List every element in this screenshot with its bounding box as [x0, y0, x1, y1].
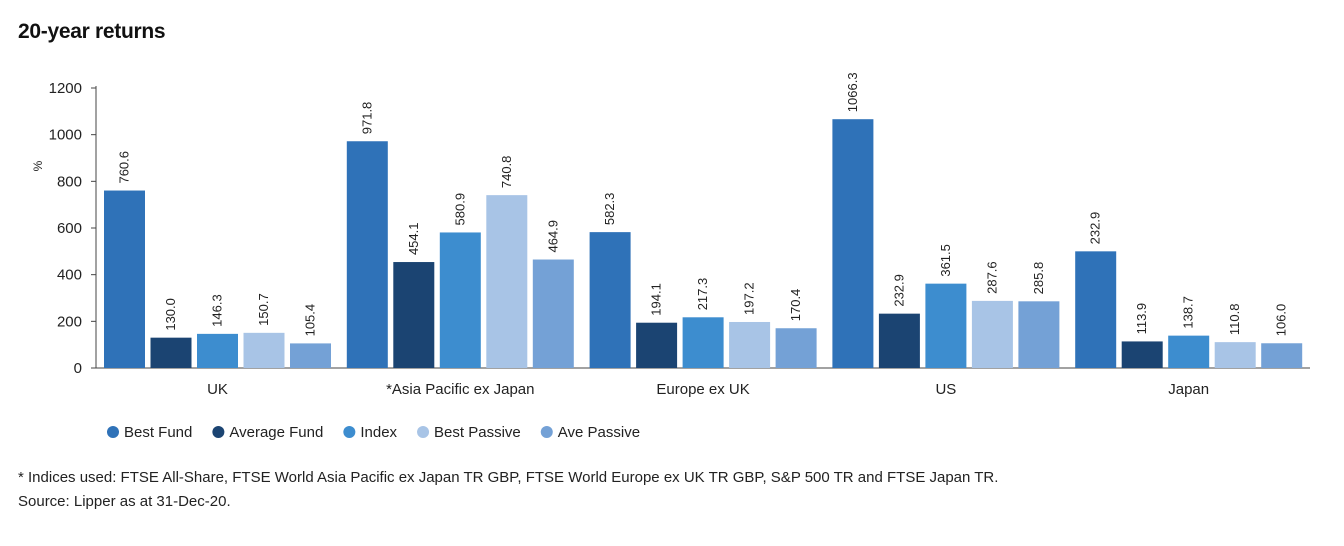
data-label: 740.8 [499, 156, 514, 189]
chart-legend: Best Fund Average Fund Index Best Passive Av… [107, 424, 640, 441]
y-tick-label: 1000 [49, 127, 82, 144]
footnote-indices: * Indices used: FTSE All-Share, FTSE Wor… [18, 469, 999, 486]
bar [1261, 343, 1303, 368]
data-label: 454.1 [406, 222, 421, 255]
x-category-label: Europe ex UK [656, 381, 749, 398]
legend-label: Best Fund [124, 424, 192, 441]
data-label: 106.0 [1274, 304, 1289, 337]
x-category-label: *Asia Pacific ex Japan [386, 381, 534, 398]
data-label: 232.9 [891, 274, 906, 307]
data-label: 582.3 [602, 193, 617, 226]
data-label: 361.5 [938, 244, 953, 277]
bar [682, 317, 724, 368]
bar [1121, 341, 1163, 368]
data-label: 197.2 [742, 282, 757, 315]
data-label: 464.9 [545, 220, 560, 253]
data-label: 113.9 [1134, 303, 1149, 335]
footnote: * Indices used: FTSE All-Share, FTSE Wor… [18, 466, 998, 514]
x-category-label: UK [207, 381, 228, 398]
bar [393, 262, 435, 368]
bar [104, 190, 145, 368]
bar [729, 321, 771, 368]
y-axis-label: % [31, 160, 45, 171]
legend-marker [343, 426, 356, 438]
data-label: 580.9 [452, 193, 467, 226]
bar [1075, 251, 1117, 368]
y-tick-label: 200 [57, 313, 82, 330]
bar [1168, 335, 1210, 368]
legend-label: Best Passive [434, 424, 521, 441]
bar [1214, 342, 1256, 368]
bar [532, 259, 574, 368]
data-label: 217.3 [695, 278, 710, 311]
bar [197, 333, 238, 368]
bar [486, 195, 528, 368]
bar [346, 141, 388, 368]
bar [878, 313, 920, 368]
legend-marker [417, 426, 430, 438]
y-tick-label: 1200 [49, 80, 82, 97]
bar [971, 300, 1013, 368]
legend-label: Average Fund [229, 424, 323, 441]
data-label: 105.4 [303, 304, 318, 337]
bar [1018, 301, 1060, 368]
data-label: 130.0 [163, 298, 178, 331]
legend-marker [540, 426, 553, 438]
bar-chart: 0 200 400 600 800 1000 1200% UK *Asia Pacific ex… [31, 72, 1310, 441]
data-label: 232.9 [1088, 212, 1103, 245]
bar [832, 119, 874, 369]
data-label: 150.7 [256, 293, 271, 326]
bar [589, 232, 631, 368]
bar [243, 332, 285, 368]
data-label: 285.8 [1031, 262, 1046, 295]
data-label: 170.4 [788, 289, 803, 322]
data-label: 138.7 [1181, 296, 1196, 329]
legend-label: Index [360, 424, 397, 441]
x-category-label: Japan [1168, 381, 1209, 398]
legend-label: Ave Passive [558, 424, 640, 441]
data-label: 287.6 [984, 261, 999, 294]
bar [775, 328, 817, 368]
data-label: 110.8 [1227, 304, 1242, 336]
bar [636, 322, 678, 368]
legend-marker [212, 426, 225, 438]
data-label: 194.1 [649, 283, 664, 316]
data-label: 146.3 [210, 294, 225, 327]
bar [925, 283, 967, 368]
y-tick-label: 800 [57, 173, 82, 190]
x-category-label: US [935, 381, 956, 398]
chart-axes: 0 200 400 600 800 1000 1200% UK *Asia Pacific ex… [31, 80, 1310, 398]
bar [439, 232, 481, 368]
y-tick-label: 400 [57, 267, 82, 284]
y-tick-label: 600 [57, 220, 82, 237]
chart-data-labels: 760.6 130.0 146.3 150.7 105.4 971.8 454.1 580.9… [117, 72, 1289, 336]
bar [290, 343, 331, 368]
chart-bars [104, 119, 1303, 369]
footnote-source: Source: Lipper as at 31-Dec-20. [18, 493, 231, 510]
chart-title: 20-year returns [18, 20, 166, 43]
y-tick-label: 0 [74, 360, 82, 377]
bar [150, 337, 192, 368]
legend-marker [107, 426, 119, 438]
data-label: 760.6 [117, 151, 132, 184]
data-label: 971.8 [359, 102, 374, 135]
data-label: 1066.3 [845, 72, 860, 112]
